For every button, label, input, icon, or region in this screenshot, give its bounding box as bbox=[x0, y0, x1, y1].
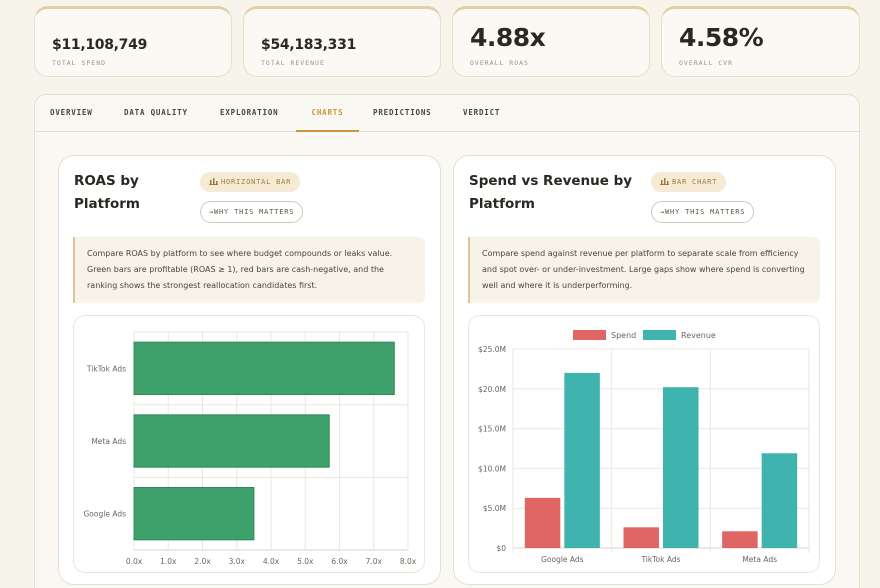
roas-bar bbox=[133, 487, 255, 541]
x-tick-label: 7.0x bbox=[366, 557, 383, 566]
kpi-label: TOTAL SPEND bbox=[52, 59, 107, 67]
card-title-line2: Platform bbox=[74, 196, 140, 212]
kpi-value: 4.88x bbox=[470, 23, 546, 52]
bar-chart-icon bbox=[660, 178, 669, 185]
why-this-matters-button[interactable]: →WHY THIS MATTERS bbox=[200, 201, 304, 223]
x-category-label: Google Ads bbox=[541, 555, 584, 564]
chip-label: HORIZONTAL BAR bbox=[221, 178, 292, 186]
roas-chart-container: 0.0x 1.0x 2.0x 3.0x 4.0x 5.0x 6.0x 7.0x 8.0x TikT… bbox=[73, 315, 425, 573]
x-tick-label: 0.0x bbox=[126, 557, 143, 566]
card-title: Spend vs Revenue by Platform bbox=[469, 170, 632, 216]
spend-revenue-chart-card: Spend vs Revenue by Platform BAR CHART →… bbox=[453, 155, 836, 585]
legend-swatch bbox=[573, 330, 606, 340]
x-tick-label: 8.0x bbox=[400, 557, 417, 566]
y-tick-label: $20.0M bbox=[478, 385, 506, 394]
roas-chart-card: ROAS by Platform HORIZONTAL BAR →WHY THI… bbox=[58, 155, 441, 585]
spend-bar bbox=[722, 531, 758, 548]
spend-revenue-bar-chart: Spend Revenue $0 $5.0M $10.0M $15.0M $20.0M $25… bbox=[478, 330, 810, 564]
y-tick-label: $0 bbox=[496, 544, 506, 553]
y-tick-label: $10.0M bbox=[478, 464, 506, 473]
spend-revenue-chart-container: Spend Revenue $0 $5.0M $10.0M $15.0M $20.0M $25… bbox=[468, 315, 820, 573]
tab-data-quality[interactable]: DATA QUALITY bbox=[124, 108, 188, 117]
chart-type-chip: BAR CHART bbox=[651, 172, 727, 192]
y-category-label: TikTok Ads bbox=[86, 364, 126, 373]
kpi-value: $11,108,749 bbox=[52, 37, 148, 53]
card-title: ROAS by Platform bbox=[74, 170, 140, 216]
legend-swatch bbox=[643, 330, 676, 340]
roas-bar bbox=[133, 414, 330, 468]
why-this-matters-button[interactable]: →WHY THIS MATTERS bbox=[651, 201, 755, 223]
tab-charts[interactable]: CHARTS bbox=[296, 95, 359, 132]
tab-predictions[interactable]: PREDICTIONS bbox=[373, 108, 432, 117]
y-tick-label: $5.0M bbox=[483, 504, 506, 513]
y-category-label: Google Ads bbox=[84, 510, 127, 519]
chart-description: Compare spend against revenue per platfo… bbox=[468, 237, 820, 303]
tab-overview[interactable]: OVERVIEW bbox=[50, 108, 93, 117]
legend-label: Spend bbox=[611, 331, 636, 340]
x-tick-label: 6.0x bbox=[331, 557, 348, 566]
x-tick-label: 5.0x bbox=[297, 557, 314, 566]
kpi-label: OVERALL CVR bbox=[679, 59, 734, 67]
y-category-label: Meta Ads bbox=[91, 437, 126, 446]
tab-verdict[interactable]: VERDICT bbox=[463, 108, 501, 117]
kpi-total-spend: $11,108,749 TOTAL SPEND bbox=[34, 6, 232, 77]
card-title-line1: ROAS by bbox=[74, 173, 139, 189]
card-title-line1: Spend vs Revenue by bbox=[469, 173, 633, 189]
x-tick-label: 1.0x bbox=[160, 557, 177, 566]
kpi-label: TOTAL REVENUE bbox=[261, 59, 325, 67]
roas-horizontal-bar-chart: 0.0x 1.0x 2.0x 3.0x 4.0x 5.0x 6.0x 7.0x 8.0x TikT… bbox=[84, 331, 417, 566]
kpi-value: 4.58% bbox=[679, 23, 764, 52]
kpi-value: $54,183,331 bbox=[261, 37, 357, 53]
spend-bar bbox=[623, 527, 659, 548]
tab-exploration[interactable]: EXPLORATION bbox=[220, 108, 279, 117]
legend-label: Revenue bbox=[681, 331, 716, 340]
kpi-overall-cvr: 4.58% OVERALL CVR bbox=[661, 6, 860, 77]
x-category-label: TikTok Ads bbox=[640, 555, 680, 564]
roas-bar bbox=[133, 341, 395, 395]
x-tick-label: 4.0x bbox=[263, 557, 280, 566]
kpi-overall-roas: 4.88x OVERALL ROAS bbox=[452, 6, 650, 77]
chart-description: Compare ROAS by platform to see where bu… bbox=[73, 237, 425, 303]
tab-bar: OVERVIEW DATA QUALITY EXPLORATION CHARTS… bbox=[35, 95, 859, 132]
spend-bar bbox=[524, 497, 561, 548]
kpi-total-revenue: $54,183,331 TOTAL REVENUE bbox=[243, 6, 441, 77]
chip-label: BAR CHART bbox=[672, 178, 718, 186]
y-tick-label: $25.0M bbox=[478, 345, 506, 354]
x-tick-label: 2.0x bbox=[194, 557, 211, 566]
revenue-bar bbox=[663, 387, 699, 548]
chart-type-chip: HORIZONTAL BAR bbox=[200, 172, 301, 192]
kpi-label: OVERALL ROAS bbox=[470, 59, 529, 67]
revenue-bar bbox=[761, 453, 798, 548]
x-category-label: Meta Ads bbox=[742, 555, 777, 564]
card-title-line2: Platform bbox=[469, 196, 535, 212]
x-tick-label: 3.0x bbox=[229, 557, 246, 566]
y-tick-label: $15.0M bbox=[478, 425, 506, 434]
revenue-bar bbox=[564, 372, 600, 548]
bar-chart-icon bbox=[209, 178, 218, 185]
